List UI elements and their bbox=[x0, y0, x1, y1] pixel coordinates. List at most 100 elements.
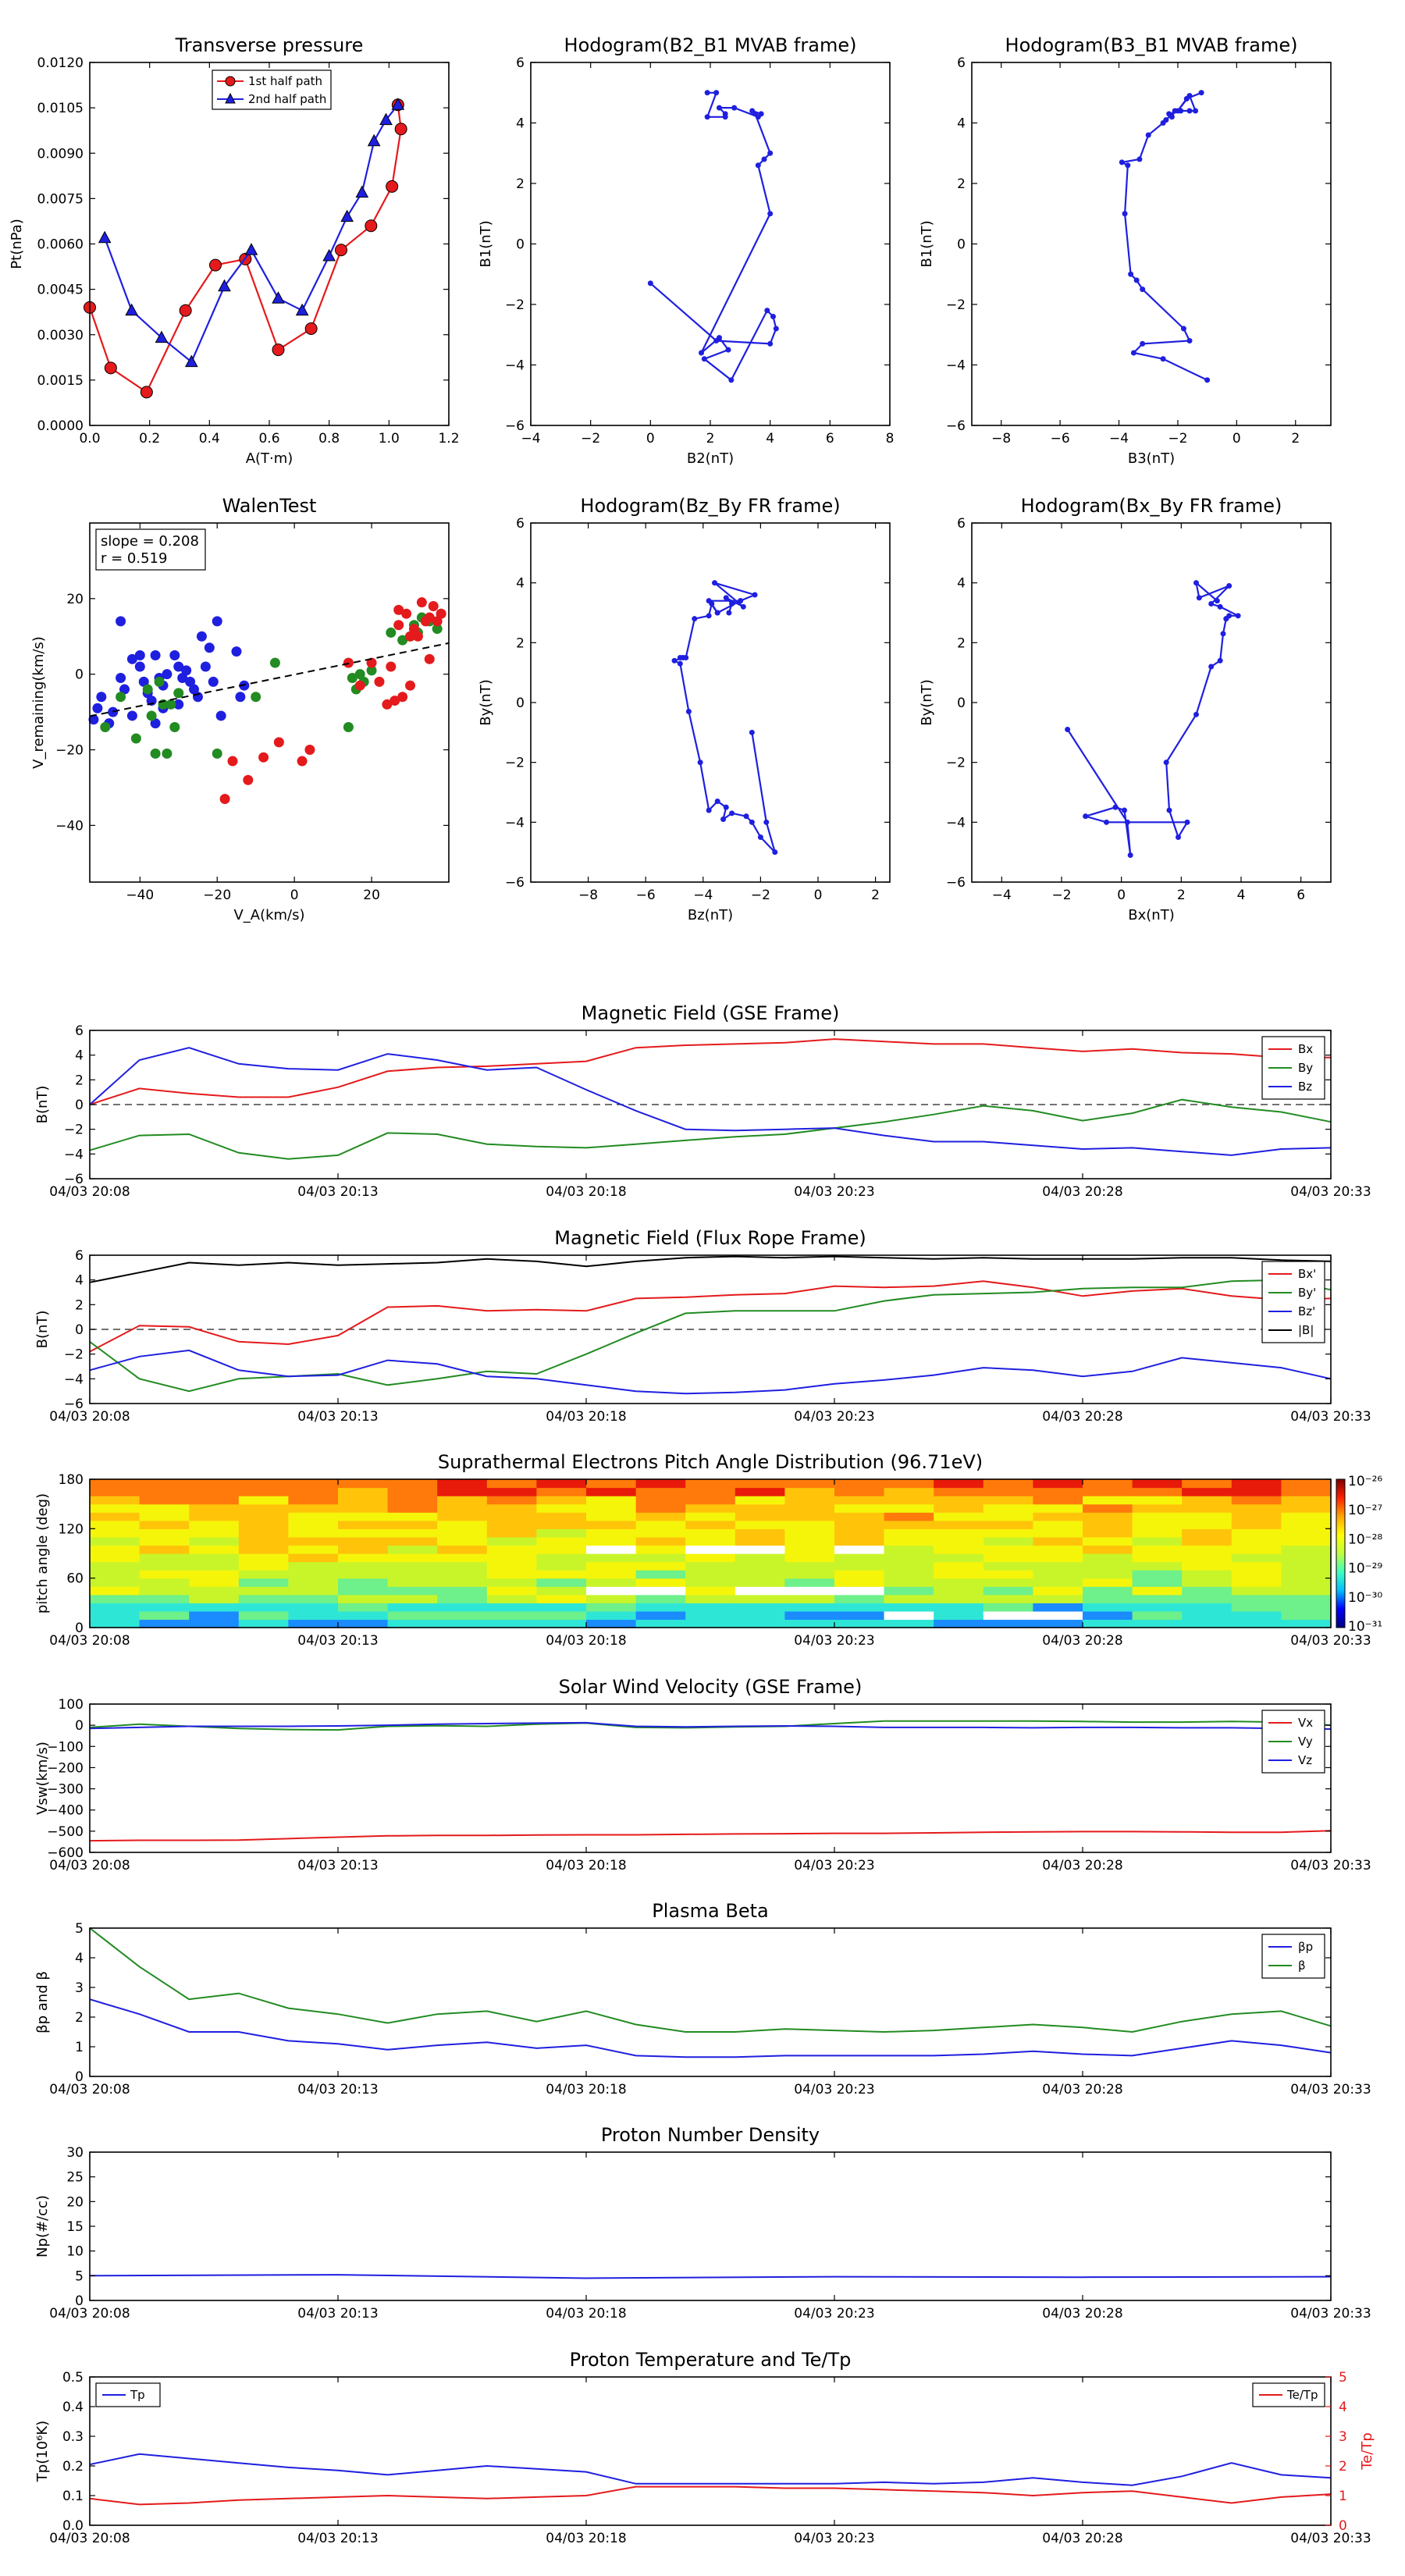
walen-point-green bbox=[354, 669, 365, 680]
y-tick-label: 4 bbox=[75, 1951, 84, 1966]
legend-label: Bz' bbox=[1298, 1304, 1315, 1318]
heatmap-cell bbox=[1132, 1496, 1183, 1505]
heatmap-cell bbox=[338, 1619, 389, 1628]
heatmap-cell bbox=[536, 1570, 587, 1579]
heatmap-cell bbox=[90, 1536, 140, 1546]
heatmap-cell bbox=[238, 1503, 289, 1513]
x-tick-label: 04/03 20:13 bbox=[297, 2531, 378, 2546]
heatmap-cell bbox=[288, 1561, 339, 1571]
walen-point-blue bbox=[138, 676, 149, 687]
data-point bbox=[1217, 603, 1223, 610]
y-tick-label: −2 bbox=[505, 297, 525, 313]
heatmap-cell bbox=[934, 1561, 984, 1571]
legend-label: β bbox=[1298, 1959, 1306, 1973]
heatmap-cell bbox=[934, 1528, 984, 1538]
heatmap-cell bbox=[884, 1586, 934, 1596]
heatmap-cell bbox=[288, 1610, 339, 1621]
walen-point-blue bbox=[150, 718, 161, 729]
heatmap-cell bbox=[139, 1512, 190, 1521]
heatmap-cell bbox=[238, 1553, 289, 1563]
data-point bbox=[1130, 350, 1136, 356]
x-tick-label: 04/03 20:08 bbox=[49, 2306, 130, 2322]
panel-hodo3: Hodogram(Bz_By FR frame) −8 −6 −4 −2 0 2 −6 −4 −2… bbox=[478, 495, 891, 923]
data-point bbox=[379, 112, 393, 126]
heatmap-cell bbox=[934, 1487, 984, 1496]
heatmap-cell bbox=[486, 1503, 537, 1513]
x-tick-label: 04/03 20:33 bbox=[1290, 1633, 1371, 1649]
heatmap-cell bbox=[486, 1586, 537, 1596]
heatmap-cell bbox=[139, 1487, 190, 1496]
series-line-B2_B1 bbox=[649, 91, 777, 382]
heatmap-cell bbox=[635, 1520, 686, 1529]
heatmap-cell bbox=[536, 1536, 587, 1546]
y-tick-label: 6 bbox=[516, 55, 525, 71]
series-line-Te-Tp bbox=[89, 2485, 1332, 2506]
walen-point-blue bbox=[162, 669, 173, 680]
heatmap-cell bbox=[338, 1570, 389, 1579]
x-tick-label: 04/03 20:08 bbox=[49, 1858, 130, 1873]
walen-point-red bbox=[273, 737, 284, 748]
heatmap-cell bbox=[189, 1570, 240, 1579]
heatmap-cell bbox=[635, 1594, 686, 1603]
heatmap-cell bbox=[486, 1479, 537, 1489]
panel-vsw: Solar Wind Velocity (GSE Frame) 04/03 20:… bbox=[34, 1676, 1371, 1873]
x-tick-label: 04/03 20:18 bbox=[546, 1409, 626, 1425]
walen-point-blue bbox=[169, 649, 180, 660]
walen-point-red bbox=[386, 661, 397, 672]
y-tick-label: 0.0045 bbox=[37, 283, 84, 298]
x-tick-label: 2 bbox=[706, 431, 715, 447]
data-point bbox=[1193, 711, 1199, 717]
heatmap-cell bbox=[784, 1561, 835, 1571]
data-point bbox=[706, 613, 712, 619]
heatmap-cell bbox=[387, 1479, 438, 1489]
data-point bbox=[725, 347, 731, 353]
heatmap-cell bbox=[1083, 1528, 1133, 1538]
x-tick-label: 04/03 20:18 bbox=[546, 1184, 626, 1200]
data-point bbox=[1235, 613, 1241, 619]
plot-frame bbox=[89, 1254, 1332, 1404]
data-point bbox=[723, 595, 729, 601]
x-axis-label: V_A(km/s) bbox=[233, 907, 304, 923]
walen-point-red bbox=[366, 657, 377, 668]
walen-point-green bbox=[162, 748, 173, 759]
heatmap-cell bbox=[1033, 1512, 1083, 1521]
heatmap-cell bbox=[1231, 1520, 1282, 1529]
y-tick-label: 4 bbox=[75, 1273, 84, 1289]
data-point bbox=[1124, 819, 1130, 825]
x-tick-label: 04/03 20:08 bbox=[49, 1409, 130, 1425]
y-tick-label: −6 bbox=[946, 418, 966, 434]
heatmap-cell bbox=[1281, 1512, 1332, 1521]
heatmap-cell bbox=[685, 1578, 736, 1587]
chart-title: Solar Wind Velocity (GSE Frame) bbox=[559, 1676, 863, 1698]
legend-marker bbox=[225, 76, 236, 87]
x-tick-label: 8 bbox=[886, 431, 895, 447]
walen-point-red bbox=[374, 676, 385, 687]
walen-point-green bbox=[150, 748, 161, 759]
x-tick-label: 04/03 20:13 bbox=[297, 1184, 378, 1200]
heatmap-cell bbox=[685, 1545, 736, 1554]
heatmap-cell bbox=[1182, 1528, 1232, 1538]
heatmap-cell bbox=[784, 1536, 835, 1546]
heatmap-cell bbox=[536, 1619, 587, 1628]
heatmap-cell bbox=[635, 1503, 686, 1513]
heatmap-cell bbox=[486, 1553, 537, 1563]
y-tick-label: 6 bbox=[75, 1023, 84, 1039]
data-point bbox=[714, 610, 720, 616]
heatmap-cell bbox=[90, 1496, 140, 1505]
heatmap-cell bbox=[735, 1487, 785, 1496]
x-tick-label: 04/03 20:18 bbox=[546, 2082, 626, 2097]
legend-label: Tp bbox=[130, 2388, 145, 2402]
heatmap-cell bbox=[735, 1528, 785, 1538]
legend-label: Vx bbox=[1298, 1716, 1313, 1730]
heatmap-cell bbox=[1281, 1479, 1332, 1489]
data-point bbox=[704, 114, 710, 120]
data-point bbox=[671, 657, 678, 664]
walen-point-green bbox=[269, 657, 280, 668]
data-point bbox=[1208, 601, 1215, 607]
heatmap-cell bbox=[1231, 1603, 1282, 1612]
x-tick-label: 04/03 20:23 bbox=[794, 1184, 874, 1200]
heatmap-cell bbox=[934, 1503, 984, 1513]
heatmap-cell bbox=[1132, 1487, 1183, 1496]
heatmap-cell bbox=[586, 1561, 637, 1571]
heatmap-cell bbox=[238, 1545, 289, 1554]
